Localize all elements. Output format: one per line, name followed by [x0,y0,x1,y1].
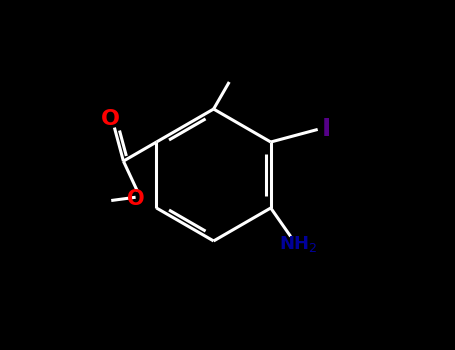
Text: O: O [127,189,144,209]
Text: NH$_2$: NH$_2$ [279,234,318,254]
Text: O: O [101,109,119,129]
Text: I: I [322,118,331,141]
